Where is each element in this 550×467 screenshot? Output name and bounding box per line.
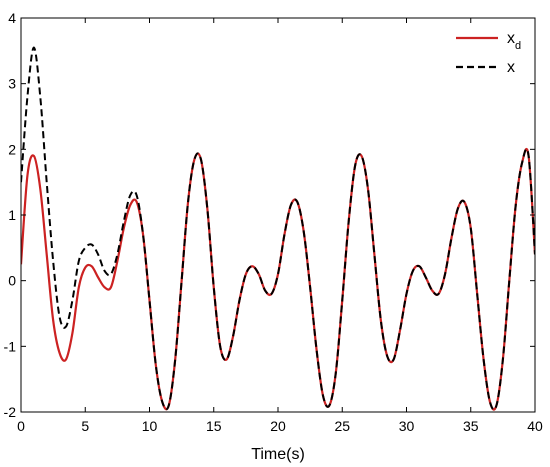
legend: xd x [456, 30, 521, 76]
y-tick-label: -2 [4, 404, 17, 420]
x-axis-label: Time(s) [251, 446, 305, 463]
legend-label: x [507, 59, 515, 76]
legend-label: xd [507, 30, 521, 52]
x-tick-label: 35 [463, 418, 479, 434]
y-tick-label: -1 [4, 338, 17, 354]
series-line-xd [21, 147, 535, 411]
y-tick-label: 1 [8, 207, 16, 223]
plot-frame [20, 17, 536, 413]
x-tick-label: 20 [270, 418, 286, 434]
x-tick-label: 15 [206, 418, 222, 434]
y-tick-label: 0 [8, 273, 16, 289]
y-tick-label: 4 [8, 10, 16, 26]
x-tick-label: 30 [399, 418, 415, 434]
axis-ticks: 0 5 10 15 20 25 30 35 40 -2 -1 0 1 2 3 4 [4, 10, 543, 434]
y-tick-label: 3 [8, 76, 16, 92]
x-tick-label: 10 [142, 418, 158, 434]
plot-content [21, 46, 535, 411]
y-tick-label: 2 [8, 141, 16, 157]
x-tick-label: 5 [81, 418, 89, 434]
x-tick-label: 40 [527, 418, 543, 434]
x-tick-label: 25 [334, 418, 350, 434]
series-line-x [21, 46, 535, 411]
x-tick-label: 0 [17, 418, 25, 434]
